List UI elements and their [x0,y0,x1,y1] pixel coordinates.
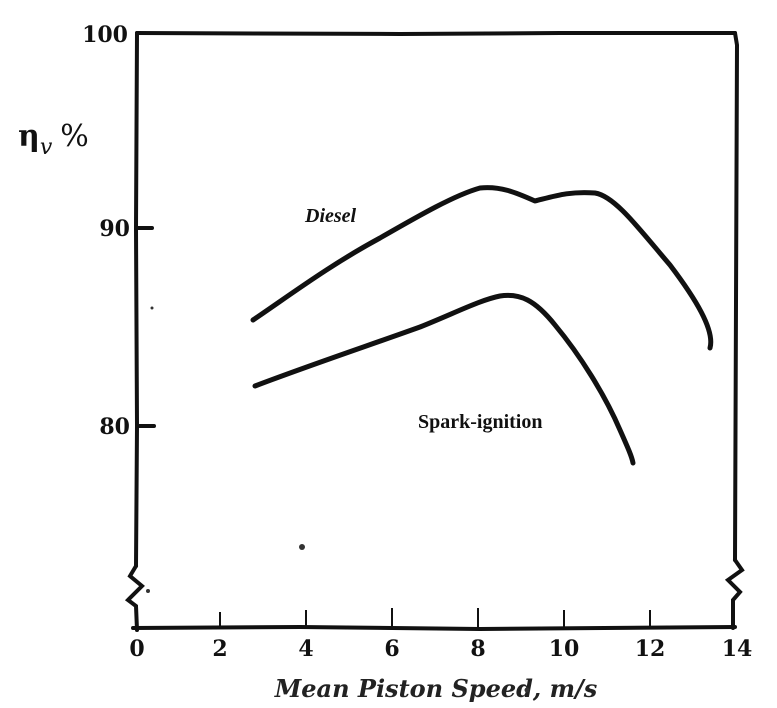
y-axis-break-icon [124,564,145,632]
y-axis-label-eta: η [18,119,40,154]
x-tick-label-10: 10 [549,636,580,662]
right-axis-break-icon [724,558,745,630]
y-tick-label-80: 80 [99,414,130,440]
x-tick-label-4: 4 [298,636,313,662]
diesel-label: Diesel [304,205,357,227]
x-tick-labels: 0 2 4 6 8 10 12 14 [129,636,752,662]
y-axis-label-percent: % [60,119,89,154]
scan-specks [146,306,530,693]
x-tick-label-14: 14 [722,636,753,662]
x-axis [131,624,737,632]
y-axis-label-subscript: v [40,135,53,160]
x-tick-label-0: 0 [129,636,144,662]
x-ticks [219,608,651,628]
y-axis-label: ηv% [18,119,89,160]
spark-ignition-curve [252,292,636,466]
right-border [733,31,740,562]
y-tick-label-100: 100 [82,22,128,48]
diesel-curve [250,185,714,351]
x-tick-label-8: 8 [470,636,485,662]
plot-frame [135,31,745,630]
spark-ignition-label: Spark-ignition [418,411,542,433]
y-axis [124,31,156,632]
x-axis-line [131,624,737,632]
y-tick-labels: 100 90 80 [82,22,130,440]
x-axis-label: Mean Piston Speed, m/s [274,674,598,703]
x-tick-label-12: 12 [635,636,666,662]
x-tick-label-2: 2 [212,636,227,662]
x-tick-label-6: 6 [384,636,399,662]
top-border [135,31,737,37]
y-tick-label-90: 90 [99,216,130,242]
y-axis-line [133,31,140,568]
